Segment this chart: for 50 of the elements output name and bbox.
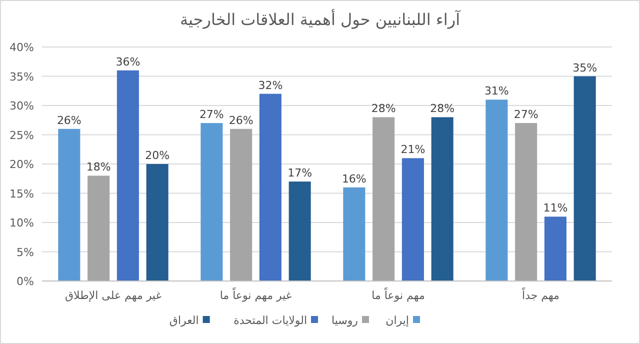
y-tick-label: 20% bbox=[10, 158, 34, 171]
data-label: 27% bbox=[514, 108, 538, 122]
legend-label: إيران bbox=[386, 314, 409, 327]
y-tick-label: 40% bbox=[10, 41, 34, 54]
legend-label: روسيا bbox=[331, 314, 358, 327]
bar bbox=[146, 164, 168, 281]
x-tick-label: مهم نوعاً ما bbox=[372, 286, 425, 302]
bar bbox=[431, 117, 454, 281]
bar bbox=[288, 182, 311, 281]
data-label: 11% bbox=[543, 202, 568, 215]
y-tick-label: 25% bbox=[10, 128, 34, 142]
x-tick-label: غير مهم نوعاً ما bbox=[220, 286, 292, 302]
y-tick-label: 15% bbox=[10, 187, 34, 200]
y-tick-label: 0% bbox=[16, 275, 34, 288]
bar bbox=[58, 128, 80, 281]
data-label: 20% bbox=[145, 149, 170, 162]
y-tick-label: 10% bbox=[10, 216, 34, 230]
bar bbox=[544, 216, 566, 281]
chart-title: آراء اللبنانيين حول أهمية العلاقات الخارجية bbox=[180, 9, 462, 29]
bar bbox=[88, 176, 110, 281]
data-label: 35% bbox=[572, 61, 598, 74]
bar bbox=[116, 70, 139, 281]
legend-label: العراق bbox=[169, 314, 199, 327]
bar bbox=[200, 123, 223, 281]
data-label: 28% bbox=[371, 102, 396, 116]
bar bbox=[343, 187, 366, 281]
data-label: 31% bbox=[484, 84, 509, 98]
y-tick-label: 5% bbox=[16, 246, 34, 259]
legend-label: الولايات المتحدة bbox=[234, 314, 307, 327]
data-label: 26% bbox=[56, 114, 82, 127]
data-label: 17% bbox=[288, 166, 312, 180]
data-label: 16% bbox=[342, 172, 366, 186]
data-label: 32% bbox=[258, 78, 283, 92]
y-tick-label: 35% bbox=[10, 70, 34, 84]
data-label: 21% bbox=[400, 143, 426, 156]
y-tick-label: 30% bbox=[10, 100, 34, 112]
bar bbox=[372, 117, 395, 281]
bar bbox=[259, 94, 282, 281]
bar bbox=[230, 128, 252, 281]
bar bbox=[515, 123, 538, 281]
bar bbox=[486, 100, 508, 281]
data-label: 27% bbox=[199, 108, 224, 122]
x-tick-label: مهم جداً bbox=[522, 286, 560, 302]
bar bbox=[574, 76, 596, 281]
data-label: 28% bbox=[430, 102, 455, 116]
x-tick-label: غير مهم على الإطلاق bbox=[65, 289, 162, 302]
bar bbox=[402, 158, 424, 281]
data-label: 36% bbox=[116, 55, 140, 68]
data-label: 26% bbox=[228, 114, 254, 127]
data-label: 18% bbox=[86, 160, 111, 174]
